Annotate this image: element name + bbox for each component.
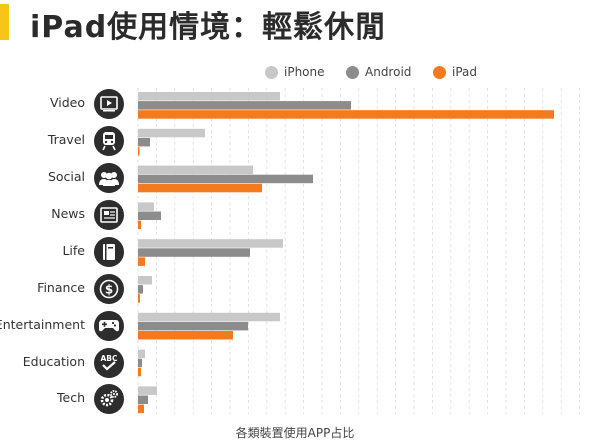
category-label-tech: Tech bbox=[57, 390, 85, 405]
bar-social-iphone bbox=[138, 165, 253, 175]
category-label-news: News bbox=[51, 206, 85, 221]
category-label-finance: Finance bbox=[37, 280, 85, 295]
gears-icon bbox=[94, 384, 124, 414]
bar-finance-iphone bbox=[138, 276, 152, 285]
train-icon bbox=[94, 126, 124, 156]
page-title: iPad使用情境：輕鬆休閒 bbox=[30, 10, 387, 45]
bar-education-android bbox=[138, 358, 142, 368]
bar-tech-iphone bbox=[138, 386, 157, 395]
bar-tech-ipad bbox=[138, 404, 144, 414]
people-icon bbox=[94, 163, 124, 193]
legend-item-android: Android bbox=[346, 62, 411, 82]
legend-label-iphone: iPhone bbox=[284, 65, 325, 79]
bar-video-android bbox=[138, 101, 351, 110]
title-accent-bar bbox=[0, 4, 9, 40]
category-label-entertainment: Entertainment bbox=[0, 317, 85, 332]
category-label-travel: Travel bbox=[47, 132, 85, 147]
bar-tech-android bbox=[138, 395, 148, 404]
bar-entertainment-iphone bbox=[138, 312, 280, 322]
svg-text:$: $ bbox=[105, 283, 113, 297]
bar-video-iphone bbox=[138, 92, 280, 101]
bar-news-android bbox=[138, 211, 161, 220]
legend-label-ipad: iPad bbox=[452, 65, 478, 79]
bar-video-ipad bbox=[138, 110, 554, 119]
abc-check-icon: ABC bbox=[94, 348, 124, 378]
legend-swatch-iphone bbox=[265, 65, 278, 79]
bar-news-iphone bbox=[138, 202, 154, 211]
category-label-video: Video bbox=[49, 95, 85, 110]
bar-finance-ipad bbox=[138, 294, 140, 303]
bar-life-android bbox=[138, 248, 250, 257]
legend: iPhone Android iPad bbox=[0, 62, 590, 82]
dollar-icon: $ bbox=[94, 274, 124, 304]
legend-item-ipad: iPad bbox=[433, 62, 477, 82]
newspaper-icon bbox=[94, 200, 124, 230]
category-label-social: Social bbox=[47, 169, 85, 184]
gamepad-icon bbox=[94, 311, 124, 341]
category-label-education: Education bbox=[22, 354, 85, 369]
bar-social-android bbox=[138, 174, 313, 184]
bar-education-iphone bbox=[138, 349, 145, 359]
bar-news-ipad bbox=[138, 220, 141, 230]
x-axis-label: 各類裝置使用APP占比 bbox=[235, 426, 355, 440]
legend-label-android: Android bbox=[365, 65, 412, 79]
bar-entertainment-ipad bbox=[138, 331, 233, 340]
bar-education-ipad bbox=[138, 367, 141, 377]
bar-entertainment-android bbox=[138, 321, 248, 331]
bar-travel-android bbox=[138, 137, 150, 147]
bar-life-ipad bbox=[138, 257, 145, 266]
legend-swatch-android bbox=[346, 65, 359, 79]
book-icon bbox=[94, 237, 124, 267]
legend-swatch-ipad bbox=[433, 65, 446, 79]
bar-travel-ipad bbox=[138, 147, 140, 156]
svg-text:ABC: ABC bbox=[100, 354, 118, 363]
bar-finance-android bbox=[138, 285, 143, 294]
bar-social-ipad bbox=[138, 183, 262, 193]
bar-life-iphone bbox=[138, 239, 283, 248]
category-label-life: Life bbox=[62, 243, 85, 258]
bar-travel-iphone bbox=[138, 128, 205, 138]
legend-item-iphone: iPhone bbox=[265, 62, 325, 82]
video-icon bbox=[94, 89, 124, 119]
